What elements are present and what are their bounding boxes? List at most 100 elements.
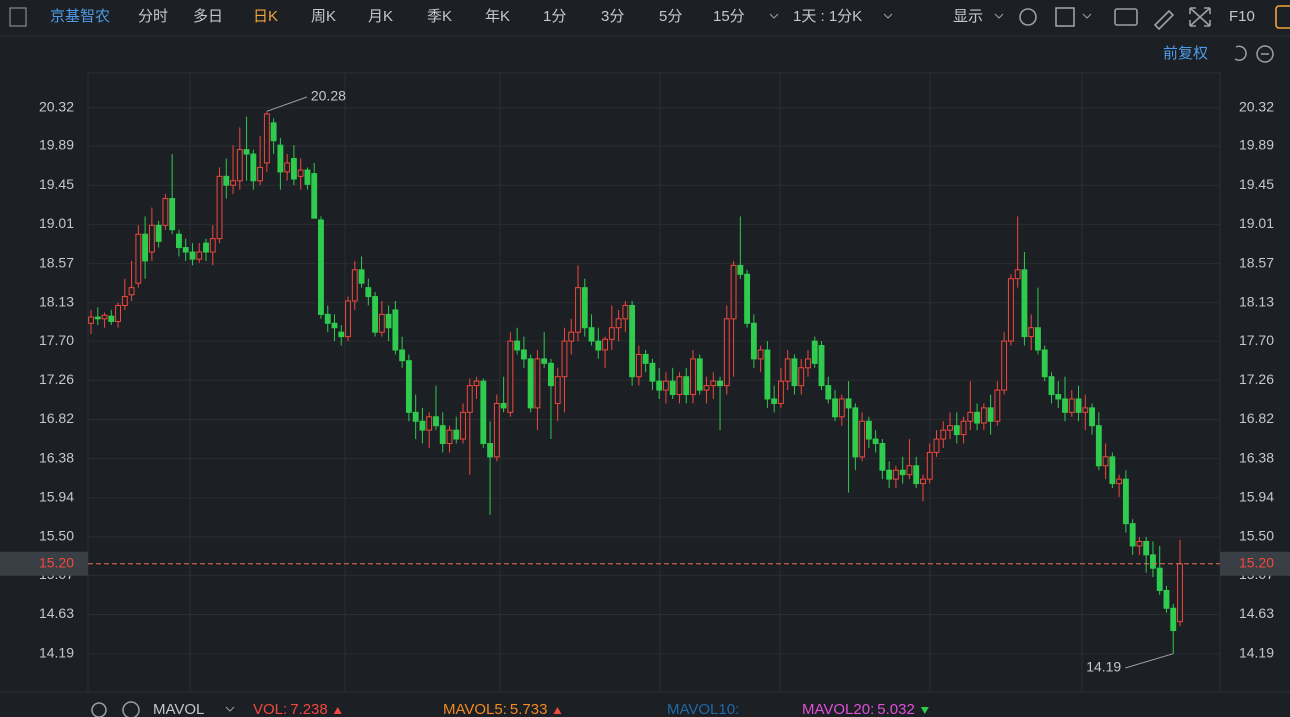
candle-body [487,443,494,458]
candle-body [412,411,419,422]
candle-body [723,318,730,387]
tab[interactable]: 多日 [193,8,223,25]
candle-body [575,287,581,333]
candle-body [277,144,284,173]
y-tick-label-right: 19.89 [1239,137,1274,153]
candle-body [1028,327,1035,338]
tab[interactable]: 5分 [659,8,682,25]
overlays: 20.28 14.19 15.20 15.20 [0,88,1290,675]
indicator-close[interactable] [122,701,140,717]
candle-body [196,251,203,260]
candle-body [548,362,554,387]
candle-body [372,296,379,333]
candle-body [426,416,433,431]
draw-icon[interactable] [1153,9,1175,31]
y-tick-label: 18.13 [39,293,74,309]
candle-body [520,349,527,360]
candle-body [338,331,345,338]
indicator-value: 7.238 [290,701,328,717]
candle-body [933,438,940,453]
adjust-mode[interactable]: 前复权 [1163,44,1208,62]
edge-button[interactable] [1275,5,1290,29]
tab[interactable]: 日K [253,8,278,25]
y-tick-label: 18.57 [39,254,74,270]
candle-body [324,313,331,324]
fullscreen-icon[interactable] [1189,7,1211,27]
candle-body [358,269,365,284]
color-icon[interactable] [1055,7,1075,27]
trend-arrow [333,707,342,714]
tab[interactable]: 1分 [543,8,566,25]
candle-body [838,398,845,418]
candle-body [514,340,521,351]
candle-body [825,385,832,400]
display-menu[interactable]: 显示 [953,8,983,25]
candle-body [717,380,723,387]
interval-select[interactable]: 1天 : 1分K [793,8,862,25]
candle-body [852,407,859,458]
stock-name[interactable]: 京基智农 [50,7,110,25]
candle-body [155,224,162,242]
candle-body [784,358,791,382]
candle-body [162,198,169,226]
camera-icon[interactable] [1114,8,1138,26]
reset-icon[interactable] [1234,45,1247,62]
candle-body [899,469,906,476]
candle-body [1001,340,1008,391]
candle-body [1143,540,1150,556]
y-tick-label-right: 19.45 [1239,176,1274,192]
trend-arrow [920,707,929,714]
candle-body [635,353,642,378]
y-tick-label-right: 16.82 [1239,410,1274,426]
candle-body [832,398,838,418]
low-leader [1125,653,1174,669]
tab[interactable]: 15分 [713,8,745,25]
tab[interactable]: 分时 [138,8,168,25]
candle-body [534,358,541,409]
tab[interactable]: 周K [311,8,336,25]
tab[interactable]: 年K [485,8,510,25]
candle-body [568,331,575,342]
candle-body [683,376,690,396]
zoom-out-icon[interactable] [1256,45,1274,63]
low-annotation: 14.19 [1086,659,1121,675]
tab[interactable]: 月K [368,8,393,25]
candle-body [1021,269,1028,338]
high-annotation: 20.28 [311,88,346,104]
high-leader [266,96,308,112]
candle-body [561,340,568,378]
candle-body [527,358,534,409]
indicator-value: 5.733 [510,701,548,717]
candle-body [581,287,588,329]
candle-body [223,175,230,186]
candle-body [764,349,771,400]
candle-body [960,420,967,436]
y-tick-label-right: 15.50 [1239,528,1274,544]
indicator-settings[interactable] [91,702,107,717]
y-tick-label: 19.01 [39,215,74,231]
candle-body [1102,456,1109,467]
tab[interactable]: 3分 [601,8,624,25]
y-tick-label-right: 14.19 [1239,644,1274,660]
candle-body [926,451,933,480]
candle-body [588,327,595,342]
candle-body [602,338,608,351]
indicator-name[interactable]: MAVOL [153,701,204,717]
f10-button[interactable]: F10 [1229,8,1255,25]
sidebar-toggle[interactable] [9,7,27,27]
candle-body [1122,478,1129,525]
candle-body [1068,398,1075,413]
candle-body [480,380,487,445]
tab[interactable]: 季K [427,8,452,25]
candle-body [622,304,629,320]
y-tick-label-right: 20.32 [1239,98,1274,114]
candle-body [676,376,683,396]
candle-body [696,358,703,391]
candle-body [1109,456,1116,485]
y-tick-label: 16.82 [39,410,74,426]
candle-body [270,122,277,142]
candle-body [791,358,798,387]
settings-icon[interactable] [1019,8,1037,26]
candle-body [175,233,182,249]
candle-body [1014,269,1021,280]
